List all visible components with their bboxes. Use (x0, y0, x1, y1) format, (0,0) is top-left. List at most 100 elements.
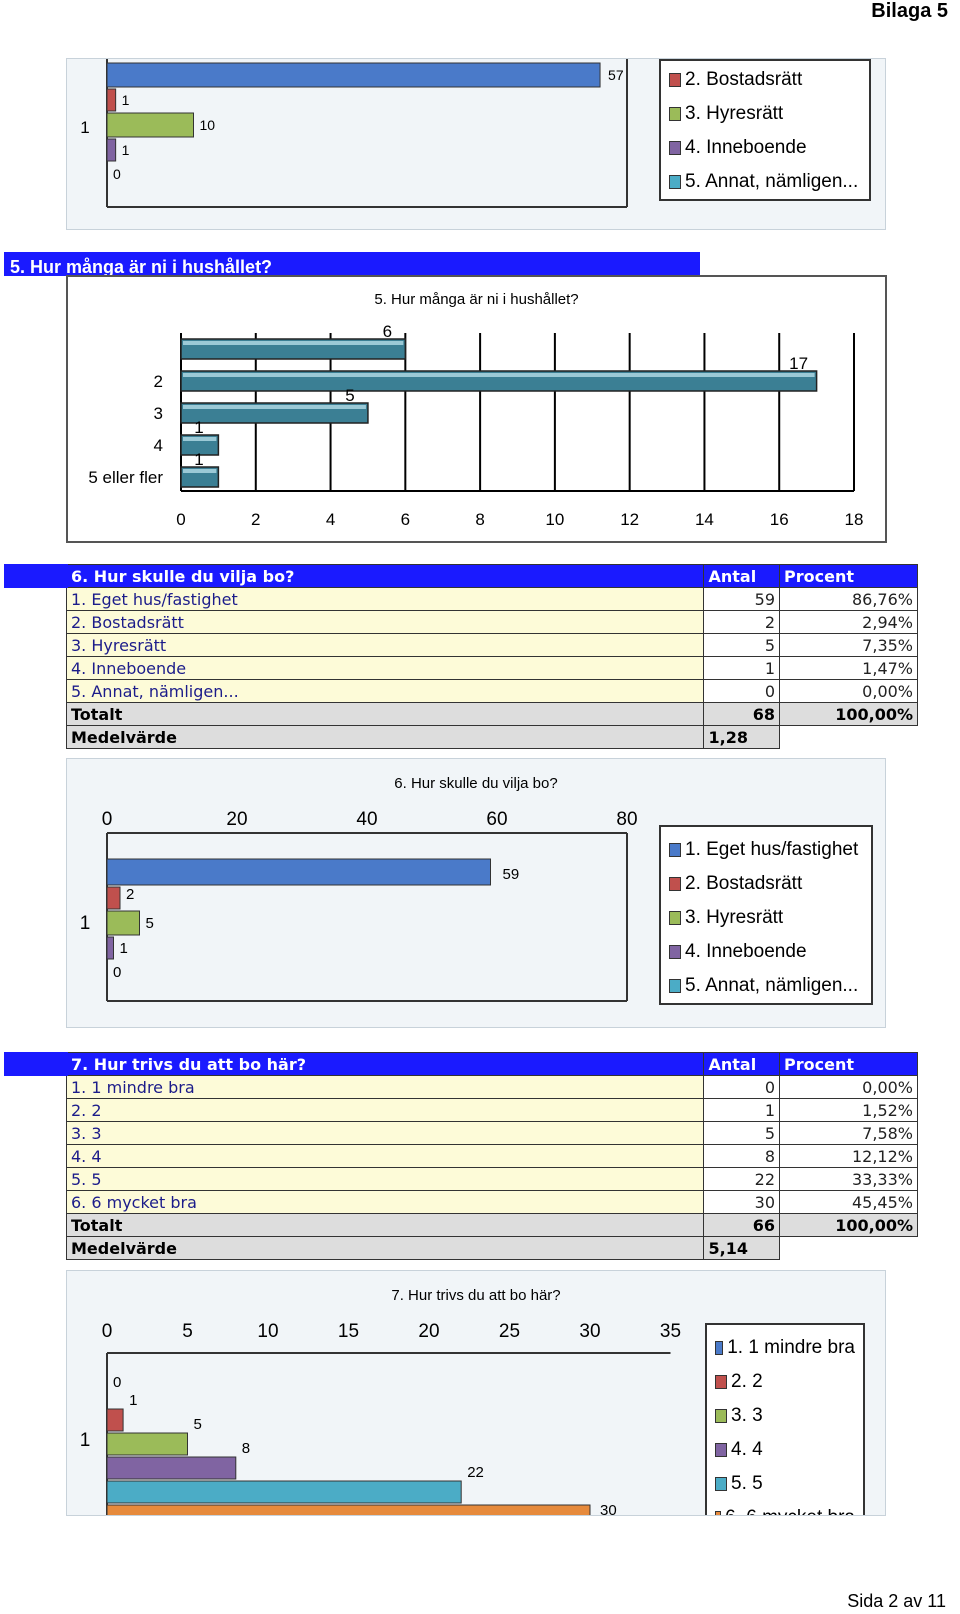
legend-item: 5. 5 (715, 1467, 855, 1501)
q6-mean-blank (780, 726, 918, 749)
legend-swatch (669, 73, 681, 87)
table-row: 6. 6 mycket bra 30 45,45% (65, 1190, 918, 1214)
q6-bar (106, 858, 491, 886)
legend-label: 5. 5 (731, 1473, 763, 1494)
q5-tick-label: 4 (326, 510, 335, 529)
q7-mean-label: Medelvärde (65, 1236, 705, 1260)
q7-tick-label: 20 (418, 1321, 439, 1342)
option-label: 5. Annat, nämligen... (65, 679, 705, 703)
table-row: 4. 4 8 12,12% (65, 1144, 918, 1168)
legend-label: 5. Annat, nämligen... (685, 975, 859, 996)
q7-total-row: Totalt 66 100,00% (65, 1213, 918, 1237)
q5-chart-panel: 5. Hur många är ni i hushållet? 0 2 4 6 8 10 1… (66, 275, 887, 543)
q6-chart: 0 20 40 60 80 59 25 1 0 1 (80, 809, 638, 1002)
option-percent: 45,45% (779, 1190, 918, 1214)
table-row: 5. Annat, nämligen... 0 0,00% (65, 679, 918, 703)
legend-item: 3. Hyresrätt (669, 97, 861, 131)
q7-mean-blank (780, 1237, 918, 1260)
q6-header-bar-left (4, 564, 68, 588)
q5-tick-label: 8 (475, 510, 484, 529)
option-percent: 33,33% (779, 1167, 918, 1191)
q7-chart-panel: 7. Hur trivs du att bo här? 0 5 10 15 20 25 30… (66, 1270, 886, 1516)
q5-bar-label: 1 (194, 450, 203, 469)
q5-tick-label: 12 (620, 510, 639, 529)
q5-chart-title: 5. Hur många är ni i hushållet? (374, 291, 579, 308)
legend-swatch (669, 945, 681, 959)
q7-total-procent: 100,00% (779, 1213, 918, 1237)
option-count: 59 (703, 587, 781, 611)
legend-swatch (669, 107, 681, 121)
q7-col-antal: Antal (703, 1052, 781, 1076)
q5-tick-label: 2 (251, 510, 260, 529)
legend-label: 2. Bostadsrätt (685, 873, 803, 894)
option-count: 22 (703, 1167, 781, 1191)
q6-total-row: Totalt 68 100,00% (65, 702, 918, 726)
q7-bar-label: 30 (600, 1502, 617, 1515)
q6-bar-label: 59 (503, 866, 520, 883)
legend-swatch (715, 1409, 727, 1423)
q4-bar (106, 112, 194, 138)
q6-chart-panel: 6. Hur skulle du vilja bo? 0 20 40 60 80 59 2 5… (66, 758, 886, 1028)
option-label: 5. 5 (65, 1167, 705, 1191)
legend-item: 4. Inneboende (669, 131, 861, 165)
q5-bar-label: 6 (383, 322, 392, 341)
q6-tick-label: 40 (356, 809, 377, 830)
legend-label: 2. 2 (731, 1371, 763, 1392)
q4-bar (106, 88, 117, 112)
q5-category-label: 5 eller fler (88, 468, 163, 487)
q5-bar-label: 1 (194, 418, 203, 437)
q4-bar-label: 1 (122, 142, 130, 158)
legend-item: 2. Bostadsrätt (669, 867, 863, 901)
option-label: 2. Bostadsrätt (65, 610, 705, 634)
option-label: 1. 1 mindre bra (65, 1075, 705, 1099)
q4-bar-label: 57 (608, 67, 624, 83)
q7-tick-label: 10 (257, 1321, 278, 1342)
legend-item: 3. Hyresrätt (669, 901, 863, 935)
q4-bar (106, 138, 117, 162)
legend-swatch (715, 1375, 727, 1389)
q6-col-antal: Antal (703, 564, 781, 588)
q7-mean-row: Medelvärde 5,14 (65, 1236, 918, 1260)
q6-total-antal: 68 (703, 702, 781, 726)
legend-swatch (715, 1477, 727, 1491)
page-footer: Sida 2 av 11 (847, 1591, 946, 1611)
q6-total-procent: 100,00% (779, 702, 918, 726)
q5-bar-highlight (183, 405, 366, 409)
option-count: 8 (703, 1144, 781, 1168)
option-label: 4. Inneboende (65, 656, 705, 680)
q4-bar-label: 1 (122, 92, 130, 108)
q7-bar (106, 1504, 591, 1515)
legend-item: 6. 6 mycket bra (715, 1501, 855, 1515)
q7-header-bar-left (4, 1052, 68, 1076)
q5-bar-label: 17 (789, 354, 808, 373)
q6-bar (106, 936, 114, 960)
q6-bar-label: 0 (113, 964, 121, 981)
legend-swatch (715, 1341, 724, 1355)
q6-mean-value: 1,28 (703, 725, 781, 749)
option-percent: 1,47% (779, 656, 918, 680)
table-row: 2. Bostadsrätt 2 2,94% (65, 610, 918, 634)
legend-item: 3. 3 (715, 1399, 855, 1433)
q7-tick-label: 30 (579, 1321, 600, 1342)
q5-tick-label: 0 (176, 510, 185, 529)
legend-item: 1. Eget hus/fastighet (669, 833, 863, 867)
q7-total-antal: 66 (703, 1213, 781, 1237)
q7-bar (106, 1408, 124, 1432)
q6-mean-row: Medelvärde 1,28 (65, 725, 918, 749)
q6-bar-label: 2 (126, 886, 134, 903)
q5-category-label: 2 (154, 372, 163, 391)
legend-swatch (715, 1443, 727, 1457)
option-percent: 7,58% (779, 1121, 918, 1145)
q6-tick-label: 80 (616, 809, 637, 830)
q4-category-label: 1 (80, 118, 89, 137)
q4-chart-panel: 57 1 10 1 0 1 2. Bostadsrätt 3. Hyresrätt 4. In… (66, 58, 886, 230)
legend-label: 4. Inneboende (685, 941, 807, 962)
q6-bar-label: 5 (146, 915, 154, 932)
option-label: 3. Hyresrätt (65, 633, 705, 657)
legend-label: 1. 1 mindre bra (727, 1337, 855, 1358)
option-percent: 12,12% (779, 1144, 918, 1168)
option-percent: 7,35% (779, 633, 918, 657)
q7-bar (106, 1432, 188, 1456)
